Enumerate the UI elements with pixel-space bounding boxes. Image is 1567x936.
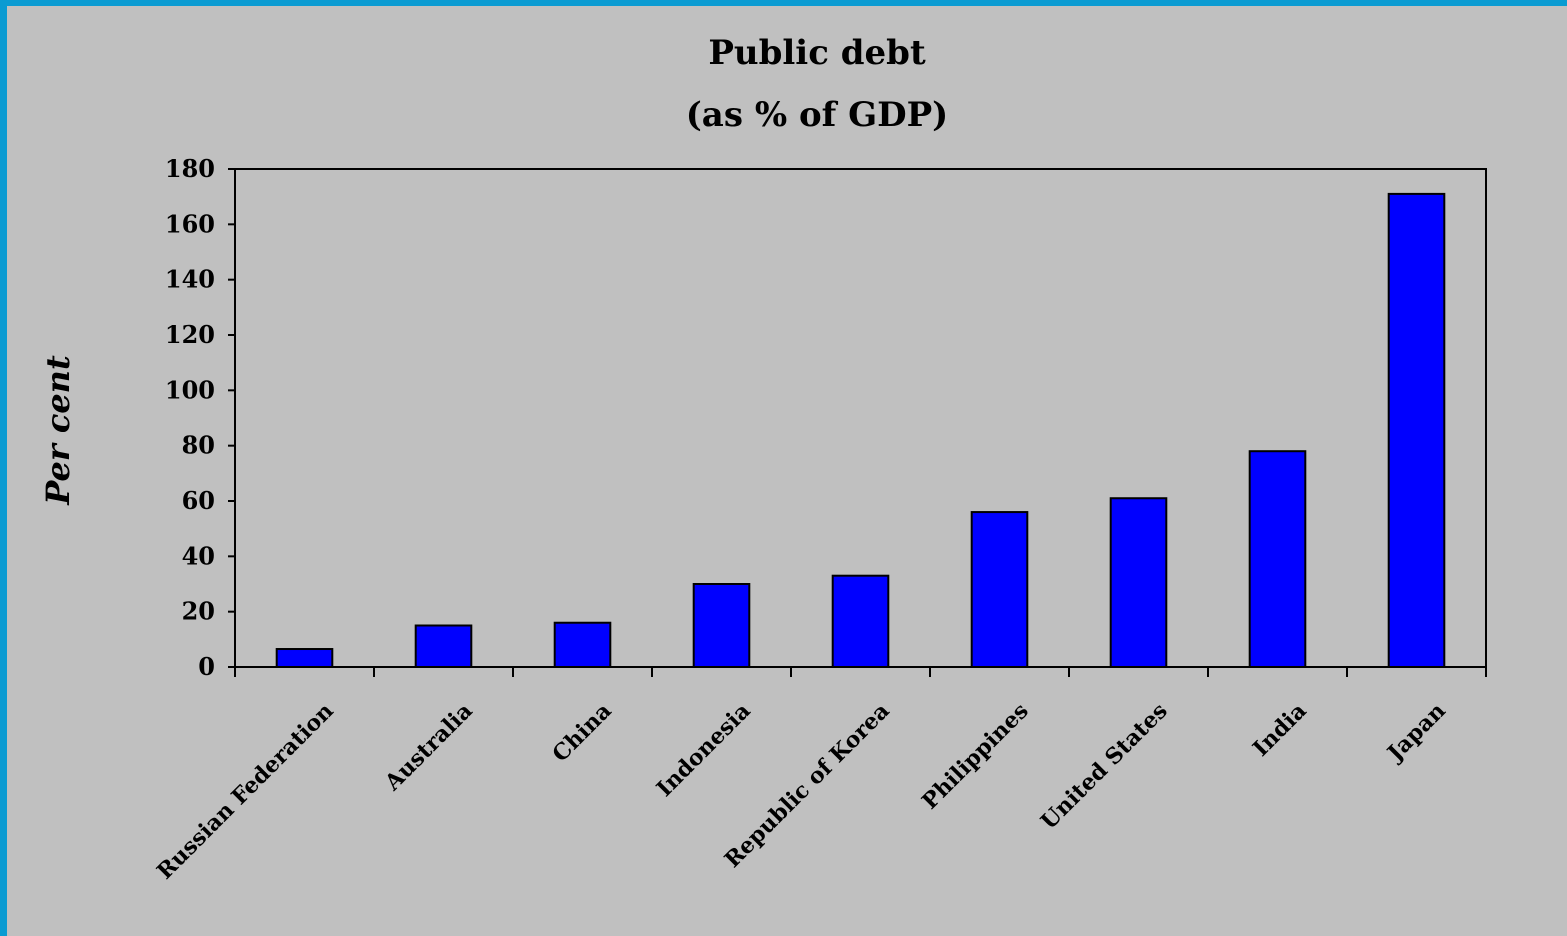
x-category-label: China (547, 698, 616, 767)
y-tick-label: 0 (198, 652, 215, 681)
bar (692, 583, 751, 668)
bar (1387, 192, 1446, 668)
bar (275, 648, 334, 668)
y-tick-label: 40 (182, 541, 215, 570)
y-tick-label: 120 (165, 320, 215, 349)
x-category-label: India (1248, 698, 1312, 762)
chart-title: Public debt (708, 33, 926, 73)
bar (831, 574, 890, 669)
y-tick-label: 180 (165, 154, 215, 183)
y-tick-label: 140 (165, 265, 215, 294)
y-tick-label: 60 (182, 486, 215, 515)
bar (970, 511, 1029, 669)
x-category-label: United States (1036, 698, 1173, 835)
bar-chart: Public debt (as % of GDP) Per cent 0 20 40… (39, 33, 1487, 885)
x-category-label: Japan (1381, 698, 1451, 768)
y-tick-label: 100 (165, 375, 215, 404)
chart-slide: Public debt (as % of GDP) Per cent 0 20 40… (7, 6, 1567, 936)
x-category-label: Indonesia (652, 698, 756, 802)
y-tick-label: 160 (165, 209, 215, 238)
y-axis-label: Per cent (39, 355, 77, 506)
chart-subtitle: (as % of GDP) (686, 95, 949, 135)
y-tick-label: 20 (182, 597, 215, 626)
x-category-label: Philippines (917, 698, 1034, 815)
y-tick-label: 80 (182, 431, 215, 460)
plot-area: 0 20 40 60 80 100 120 140 160 180 Russian Federati… (152, 154, 1487, 885)
x-category-label: Russian Federation (152, 698, 339, 885)
bar (553, 621, 612, 669)
bar (414, 624, 473, 668)
bar (1248, 450, 1307, 669)
x-category-label: Australia (379, 698, 478, 797)
bar (1109, 497, 1168, 668)
